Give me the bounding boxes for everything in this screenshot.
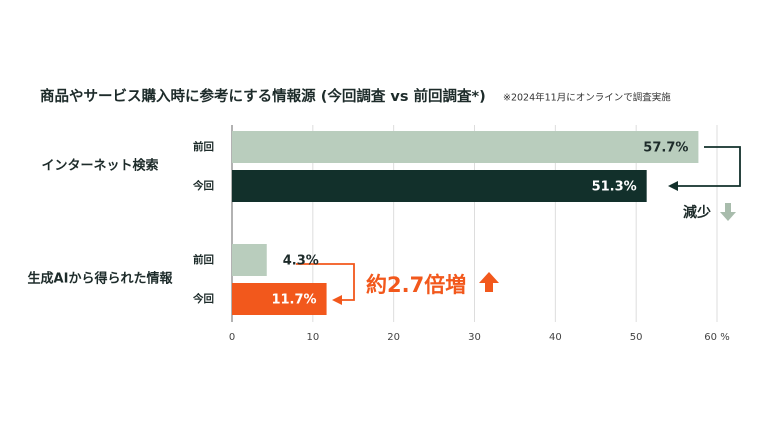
arrow-head	[332, 295, 342, 305]
increase-label: 約2.7倍増	[366, 273, 466, 297]
decrease-connector	[676, 146, 741, 187]
bar	[232, 244, 267, 276]
chart-subtitle: ※2024年11月にオンラインで調査実施	[503, 92, 671, 104]
bar	[232, 131, 699, 163]
category-label: インターネット検索	[41, 158, 158, 174]
down-arrow	[720, 203, 736, 221]
increase-connector	[296, 263, 355, 301]
x-tick-label: 40	[549, 332, 562, 343]
bar	[232, 283, 327, 315]
category-label: 生成AIから得られた情報	[28, 271, 174, 287]
series-label: 今回	[192, 292, 214, 305]
value-label: 4.3%	[283, 254, 319, 269]
up-arrow	[479, 272, 499, 292]
series-label: 前回	[193, 253, 214, 266]
x-tick-label: 60 %	[704, 332, 729, 343]
series-label: 前回	[193, 140, 214, 153]
value-label: 51.3%	[592, 180, 637, 195]
x-tick-label: 0	[229, 332, 235, 343]
arrow-head	[668, 181, 678, 191]
x-tick-label: 20	[387, 332, 400, 343]
bar	[232, 170, 647, 202]
value-label: 57.7%	[643, 141, 688, 156]
chart-title: 商品やサービス購入時に参考にする情報源 (今回調査 vs 前回調査*)	[40, 87, 486, 105]
value-label: 11.7%	[271, 293, 316, 308]
x-tick-label: 30	[468, 332, 481, 343]
x-tick-label: 50	[630, 332, 643, 343]
decrease-label: 減少	[683, 204, 711, 221]
series-label: 今回	[192, 179, 214, 192]
x-tick-label: 10	[306, 332, 319, 343]
